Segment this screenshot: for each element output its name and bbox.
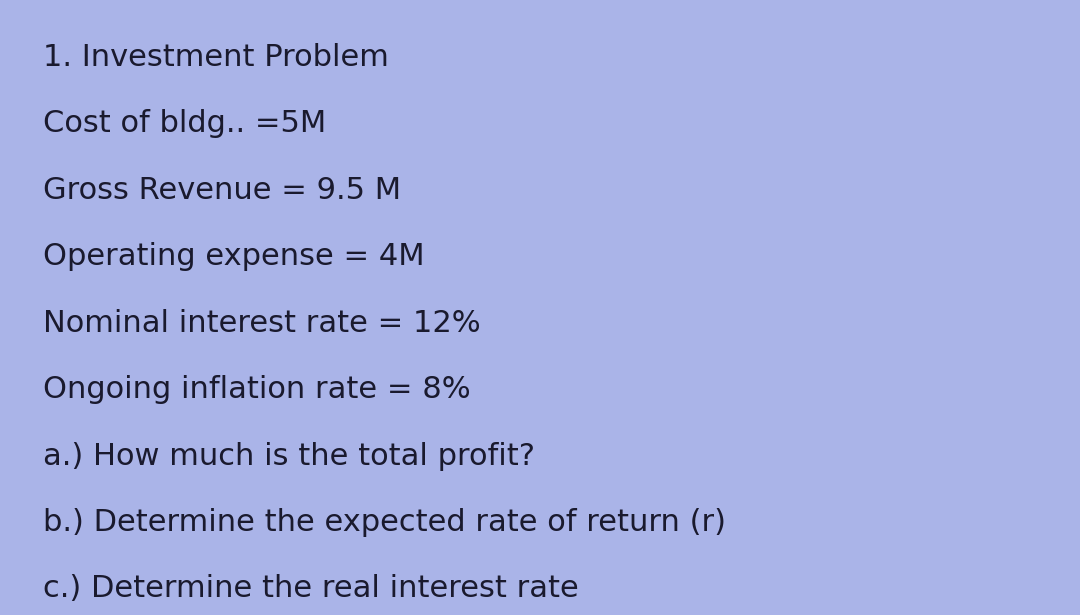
Text: c.) Determine the real interest rate: c.) Determine the real interest rate xyxy=(43,574,579,603)
Text: a.) How much is the total profit?: a.) How much is the total profit? xyxy=(43,442,536,470)
Text: Gross Revenue = 9.5 M: Gross Revenue = 9.5 M xyxy=(43,176,402,205)
Text: Cost of bldg.. =5M: Cost of bldg.. =5M xyxy=(43,109,326,138)
Text: Operating expense = 4M: Operating expense = 4M xyxy=(43,242,424,271)
Text: Nominal interest rate = 12%: Nominal interest rate = 12% xyxy=(43,309,481,338)
Text: b.) Determine the expected rate of return (r): b.) Determine the expected rate of retur… xyxy=(43,508,726,537)
Text: Ongoing inflation rate = 8%: Ongoing inflation rate = 8% xyxy=(43,375,471,404)
Text: 1. Investment Problem: 1. Investment Problem xyxy=(43,43,389,72)
